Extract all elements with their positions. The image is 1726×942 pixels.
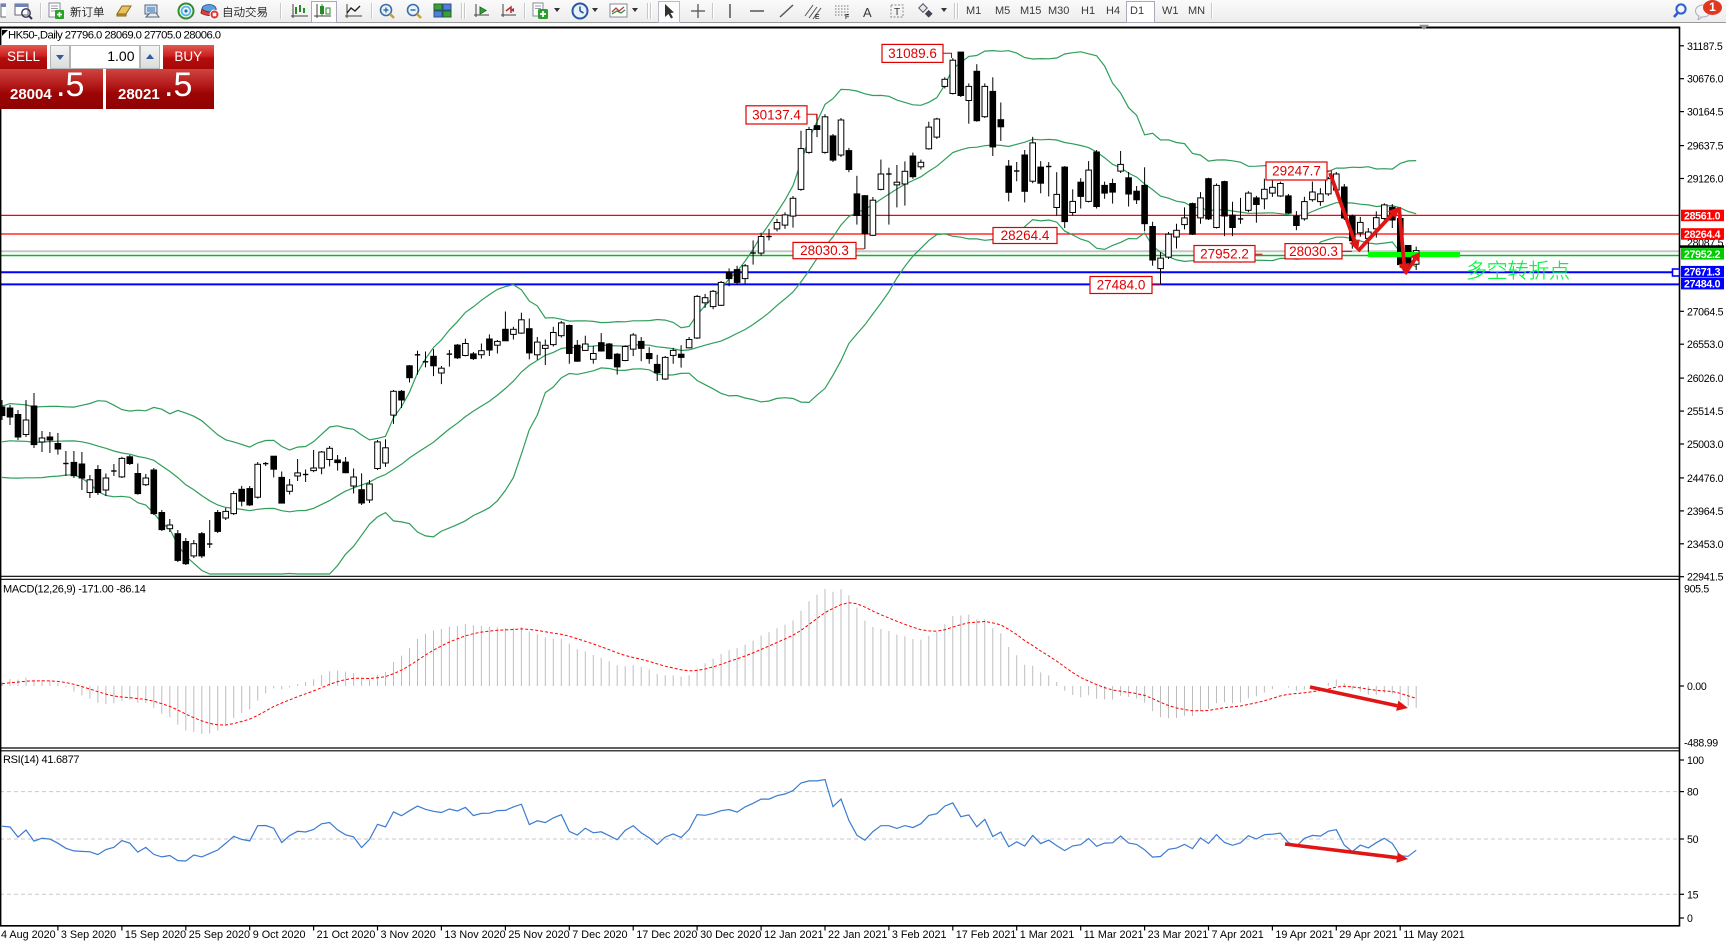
svg-text:23 Mar 2021: 23 Mar 2021 [1148,929,1209,941]
svg-text:RSI(14) 41.6877: RSI(14) 41.6877 [3,754,79,766]
svg-text:3 Feb 2021: 3 Feb 2021 [892,929,947,941]
svg-text:3 Sep 2020: 3 Sep 2020 [61,929,116,941]
svg-text:28030.3: 28030.3 [1289,244,1338,259]
svg-text:27952.2: 27952.2 [1200,246,1249,261]
svg-text:25 Nov 2020: 25 Nov 2020 [508,929,569,941]
svg-text:31089.6: 31089.6 [888,46,937,61]
svg-text:11 Mar 2021: 11 Mar 2021 [1084,929,1144,941]
svg-text:31187.5: 31187.5 [1687,41,1723,53]
svg-text:29247.7: 29247.7 [1272,164,1321,179]
svg-text:28264.4: 28264.4 [1001,228,1050,243]
svg-text:24476.0: 24476.0 [1687,473,1724,485]
svg-text:0: 0 [1687,913,1693,925]
svg-text:HK50-,Daily 27796.0 28069.0 2: HK50-,Daily 27796.0 28069.0 27705.0 2800… [8,30,221,42]
svg-text:28264.4: 28264.4 [1684,229,1721,241]
svg-text:7 Apr 2021: 7 Apr 2021 [1212,929,1264,941]
svg-text:25514.5: 25514.5 [1687,406,1724,418]
svg-text:0.00: 0.00 [1687,681,1707,693]
svg-text:905.5: 905.5 [1684,584,1709,596]
svg-text:23964.5: 23964.5 [1687,506,1724,518]
svg-text:15 Sep 2020: 15 Sep 2020 [125,929,186,941]
svg-text:T: T [894,7,900,18]
svg-text:3 Nov 2020: 3 Nov 2020 [381,929,436,941]
svg-text:30137.4: 30137.4 [752,108,801,123]
svg-text:27952.2: 27952.2 [1684,249,1721,261]
svg-text:28561.0: 28561.0 [1684,210,1721,222]
svg-text:80: 80 [1687,787,1699,799]
svg-text:26026.0: 26026.0 [1687,373,1724,385]
svg-text:17 Dec 2020: 17 Dec 2020 [636,929,697,941]
svg-text:50: 50 [1687,834,1699,846]
svg-text:26553.0: 26553.0 [1687,339,1724,351]
svg-text:21 Oct 2020: 21 Oct 2020 [317,929,376,941]
svg-text:MACD(12,26,9) -171.00 -86.14: MACD(12,26,9) -171.00 -86.14 [3,584,146,596]
svg-text:30676.0: 30676.0 [1687,74,1724,86]
svg-text:29637.5: 29637.5 [1687,141,1724,153]
svg-text:29 Apr 2021: 29 Apr 2021 [1339,929,1397,941]
svg-text:9 Oct 2020: 9 Oct 2020 [253,929,306,941]
svg-text:27671.3: 27671.3 [1684,267,1721,279]
svg-text:F: F [845,14,849,20]
svg-text:25 Sep 2020: 25 Sep 2020 [189,929,250,941]
svg-text:100: 100 [1687,755,1704,767]
svg-text:17 Feb 2021: 17 Feb 2021 [956,929,1017,941]
svg-text:11 May 2021: 11 May 2021 [1403,929,1465,941]
svg-text:E: E [815,14,820,20]
svg-text:22941.5: 22941.5 [1687,572,1724,584]
svg-text:13 Nov 2020: 13 Nov 2020 [444,929,505,941]
svg-text:19 Apr 2021: 19 Apr 2021 [1275,929,1333,941]
svg-text:7 Dec 2020: 7 Dec 2020 [572,929,627,941]
svg-text:25003.0: 25003.0 [1687,439,1724,451]
svg-text:29126.0: 29126.0 [1687,174,1724,186]
svg-text:23453.0: 23453.0 [1687,539,1724,551]
svg-text:4 Aug 2020: 4 Aug 2020 [1,929,56,941]
svg-text:-488.99: -488.99 [1684,738,1718,750]
svg-text:30 Dec 2020: 30 Dec 2020 [700,929,761,941]
svg-text:27484.0: 27484.0 [1097,278,1146,293]
svg-text:12 Jan 2021: 12 Jan 2021 [764,929,823,941]
svg-text:22 Jan 2021: 22 Jan 2021 [828,929,887,941]
svg-text:27484.0: 27484.0 [1684,279,1721,291]
svg-text:27064.5: 27064.5 [1687,306,1724,318]
svg-text:30164.5: 30164.5 [1687,107,1724,119]
svg-text:28030.3: 28030.3 [800,243,849,258]
svg-text:15: 15 [1687,889,1699,901]
svg-text:1 Mar 2021: 1 Mar 2021 [1020,929,1075,941]
